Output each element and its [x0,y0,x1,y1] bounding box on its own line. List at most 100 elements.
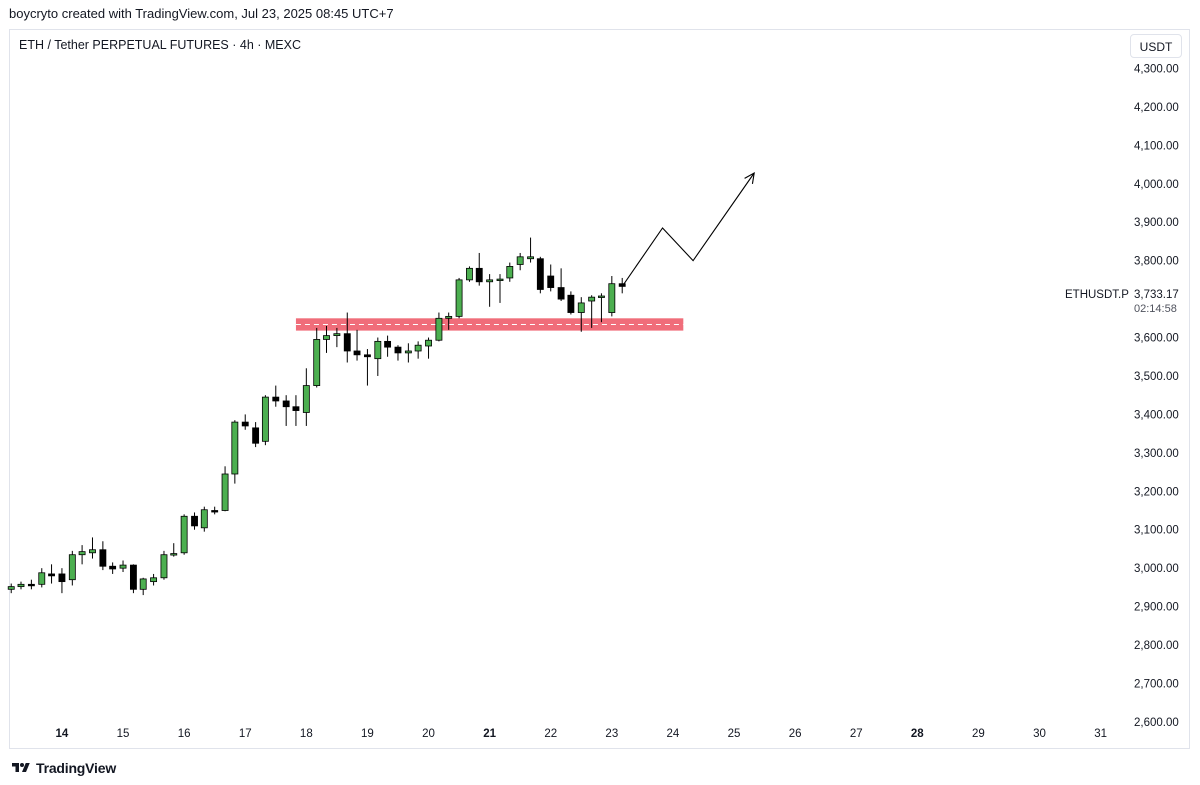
candle-body [425,339,432,347]
price-tick-label: 3,200.00 [1134,486,1179,498]
time-tick-label: 28 [911,728,924,740]
time-tick-label: 17 [239,728,252,740]
candle-body [313,339,321,386]
candle [414,341,422,359]
candle-body [353,350,361,356]
symbol-title[interactable]: ETH / Tether PERPETUAL FUTURES · 4h · ME… [19,38,302,52]
candle-body [384,340,392,348]
candle [466,266,473,282]
candle [384,335,392,357]
candle-body [445,315,453,319]
candle-body [211,510,219,513]
candle [577,297,585,332]
candle [160,550,168,580]
candle-body [170,553,178,556]
candle-body [160,554,168,579]
price-tick-label: 4,200.00 [1134,102,1179,114]
tradingview-logo[interactable]: TradingView [10,759,116,777]
time-tick-label: 30 [1033,728,1046,740]
candle-body [414,344,422,352]
time-tick-label: 15 [117,728,130,740]
candle [48,564,55,584]
candle-body [78,551,86,556]
candle [598,293,605,323]
tradingview-logo-icon [12,763,30,772]
time-tick-label: 21 [483,728,496,740]
price-tick-label: 2,800.00 [1134,640,1179,652]
price-tick-label: 3,000.00 [1134,563,1179,575]
candle [445,312,453,330]
candle-body [516,256,524,265]
candle [7,583,15,594]
bar-countdown-label: 02:14:58 [1134,303,1177,315]
candle [435,312,443,342]
projection-layer [621,171,755,287]
candle [588,295,596,328]
price-tick-label: 3,400.00 [1134,409,1179,421]
candle-body [129,564,137,590]
time-tick-label: 25 [728,728,741,740]
price-tick-label: 3,100.00 [1134,525,1179,537]
candle-body [139,578,147,590]
candle-body [58,573,66,583]
candle [516,252,524,271]
candle [221,466,229,512]
candle-body [536,258,544,290]
candle-body [48,573,55,577]
candle [58,568,66,594]
candle [353,329,361,361]
candle-body [191,515,198,527]
candle-body [588,296,596,302]
candle-body [608,283,616,313]
projection-arrowhead [744,171,755,184]
candle-body [486,279,494,283]
candle-body [119,564,127,569]
candle [527,237,534,263]
candle [272,385,280,407]
candle-body [292,406,300,411]
candle-body [241,421,249,427]
candle-body [282,400,290,408]
time-tick-label: 24 [667,728,680,740]
candle-body [109,565,117,570]
candle-body [150,577,158,583]
ticker-label: ETHUSDT.P [1065,289,1129,301]
candle-body [68,554,76,581]
candle-body [527,256,534,260]
candle [68,550,76,586]
candle [404,343,412,363]
currency-selector[interactable]: USDT [1130,34,1182,58]
candle-body [252,427,260,444]
price-tick-label: 3,900.00 [1134,217,1179,229]
candle [38,568,46,588]
candle-body [363,354,371,358]
candle-body [404,350,412,354]
candle [119,560,127,573]
candle [109,562,117,574]
candle [333,327,341,348]
candle [567,291,575,315]
candle [211,506,219,515]
candle-body [547,275,555,288]
candle [302,368,310,426]
candle [374,337,382,376]
candle [27,579,35,590]
candle [180,514,188,555]
candle [496,274,504,303]
candle-body [200,509,208,529]
candle [292,395,300,426]
footer-brand: TradingView [36,760,117,776]
time-tick-label: 16 [178,728,191,740]
time-tick-label: 31 [1094,728,1107,740]
candle [191,512,198,530]
candle-body [89,549,96,554]
candle-body [435,317,443,341]
price-tick-label: 4,000.00 [1134,179,1179,191]
candle-body [261,396,269,442]
candle [89,537,96,559]
projection-line [621,172,755,287]
candle [323,325,330,353]
candle [506,262,514,282]
candle-layer [7,237,626,596]
